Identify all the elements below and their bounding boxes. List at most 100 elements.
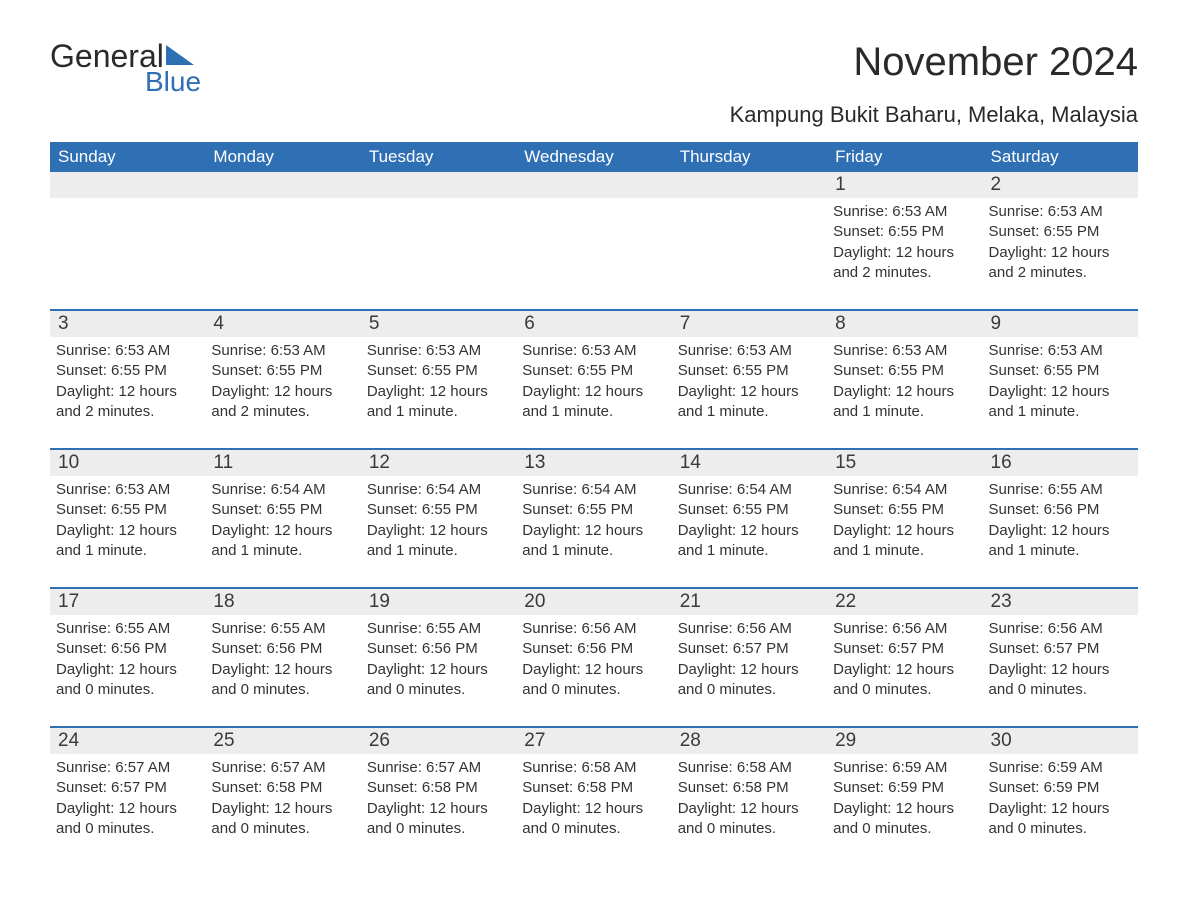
daylight-line: Daylight: 12 hours and 1 minute. xyxy=(56,521,199,562)
daylight-line: Daylight: 12 hours and 1 minute. xyxy=(833,521,976,562)
sunset-line: Sunset: 6:55 PM xyxy=(56,361,199,381)
sunrise-line: Sunrise: 6:59 AM xyxy=(989,758,1132,778)
sunrise-line: Sunrise: 6:57 AM xyxy=(211,758,354,778)
calendar-week-row: 17Sunrise: 6:55 AMSunset: 6:56 PMDayligh… xyxy=(50,587,1138,708)
day-number: 23 xyxy=(983,589,1138,615)
daylight-line: Daylight: 12 hours and 0 minutes. xyxy=(678,660,821,701)
day-details: Sunrise: 6:53 AMSunset: 6:55 PMDaylight:… xyxy=(516,337,671,422)
day-number: 26 xyxy=(361,728,516,754)
day-number: 25 xyxy=(205,728,360,754)
day-details: Sunrise: 6:54 AMSunset: 6:55 PMDaylight:… xyxy=(205,476,360,561)
calendar-day: 7 Sunrise: 6:53 AMSunset: 6:55 PMDaylight… xyxy=(672,311,827,430)
day-number: 5 xyxy=(361,311,516,337)
sunset-line: Sunset: 6:55 PM xyxy=(833,500,976,520)
day-details: Sunrise: 6:55 AMSunset: 6:56 PMDaylight:… xyxy=(50,615,205,700)
day-details: Sunrise: 6:57 AMSunset: 6:58 PMDaylight:… xyxy=(361,754,516,839)
daylight-line: Daylight: 12 hours and 0 minutes. xyxy=(367,799,510,840)
sunrise-line: Sunrise: 6:53 AM xyxy=(367,341,510,361)
sunset-line: Sunset: 6:56 PM xyxy=(211,639,354,659)
calendar-day: 16Sunrise: 6:55 AMSunset: 6:56 PMDayligh… xyxy=(983,450,1138,569)
day-details: Sunrise: 6:54 AMSunset: 6:55 PMDaylight:… xyxy=(361,476,516,561)
day-number: 8 xyxy=(827,311,982,337)
sunrise-line: Sunrise: 6:59 AM xyxy=(833,758,976,778)
sunrise-line: Sunrise: 6:53 AM xyxy=(678,341,821,361)
day-number: 3 xyxy=(50,311,205,337)
day-details: Sunrise: 6:59 AMSunset: 6:59 PMDaylight:… xyxy=(983,754,1138,839)
day-details: Sunrise: 6:56 AMSunset: 6:57 PMDaylight:… xyxy=(983,615,1138,700)
sunset-line: Sunset: 6:58 PM xyxy=(211,778,354,798)
sunset-line: Sunset: 6:57 PM xyxy=(678,639,821,659)
calendar-day: 14Sunrise: 6:54 AMSunset: 6:55 PMDayligh… xyxy=(672,450,827,569)
day-number: 30 xyxy=(983,728,1138,754)
day-details: Sunrise: 6:55 AMSunset: 6:56 PMDaylight:… xyxy=(983,476,1138,561)
day-number: 7 xyxy=(672,311,827,337)
day-number: 16 xyxy=(983,450,1138,476)
daylight-line: Daylight: 12 hours and 1 minute. xyxy=(678,382,821,423)
daylight-line: Daylight: 12 hours and 0 minutes. xyxy=(989,660,1132,701)
day-number xyxy=(361,172,516,198)
day-number: 13 xyxy=(516,450,671,476)
calendar-week-row: 24Sunrise: 6:57 AMSunset: 6:57 PMDayligh… xyxy=(50,726,1138,847)
weekday-header: Thursday xyxy=(672,142,827,172)
daylight-line: Daylight: 12 hours and 1 minute. xyxy=(522,382,665,423)
calendar-day: 2Sunrise: 6:53 AMSunset: 6:55 PMDaylight… xyxy=(983,172,1138,291)
sunset-line: Sunset: 6:58 PM xyxy=(678,778,821,798)
sunrise-line: Sunrise: 6:56 AM xyxy=(522,619,665,639)
day-number: 11 xyxy=(205,450,360,476)
daylight-line: Daylight: 12 hours and 0 minutes. xyxy=(833,799,976,840)
day-number: 10 xyxy=(50,450,205,476)
calendar-day: 26Sunrise: 6:57 AMSunset: 6:58 PMDayligh… xyxy=(361,728,516,847)
sunset-line: Sunset: 6:56 PM xyxy=(367,639,510,659)
calendar-day: 11Sunrise: 6:54 AMSunset: 6:55 PMDayligh… xyxy=(205,450,360,569)
calendar-day: 25Sunrise: 6:57 AMSunset: 6:58 PMDayligh… xyxy=(205,728,360,847)
sunrise-line: Sunrise: 6:54 AM xyxy=(522,480,665,500)
sunrise-line: Sunrise: 6:54 AM xyxy=(211,480,354,500)
day-details: Sunrise: 6:55 AMSunset: 6:56 PMDaylight:… xyxy=(205,615,360,700)
sunrise-line: Sunrise: 6:53 AM xyxy=(833,341,976,361)
sunrise-line: Sunrise: 6:53 AM xyxy=(56,480,199,500)
sunrise-line: Sunrise: 6:54 AM xyxy=(833,480,976,500)
sunrise-line: Sunrise: 6:53 AM xyxy=(989,341,1132,361)
calendar-day: 4Sunrise: 6:53 AMSunset: 6:55 PMDaylight… xyxy=(205,311,360,430)
sunset-line: Sunset: 6:55 PM xyxy=(989,222,1132,242)
weekday-header: Monday xyxy=(205,142,360,172)
daylight-line: Daylight: 12 hours and 0 minutes. xyxy=(833,660,976,701)
daylight-line: Daylight: 12 hours and 0 minutes. xyxy=(989,799,1132,840)
day-details: Sunrise: 6:59 AMSunset: 6:59 PMDaylight:… xyxy=(827,754,982,839)
day-details: Sunrise: 6:58 AMSunset: 6:58 PMDaylight:… xyxy=(672,754,827,839)
sunrise-line: Sunrise: 6:56 AM xyxy=(989,619,1132,639)
day-number: 19 xyxy=(361,589,516,615)
sunset-line: Sunset: 6:55 PM xyxy=(211,361,354,381)
daylight-line: Daylight: 12 hours and 1 minute. xyxy=(522,521,665,562)
weekday-header: Friday xyxy=(827,142,982,172)
sunrise-line: Sunrise: 6:53 AM xyxy=(522,341,665,361)
sunrise-line: Sunrise: 6:55 AM xyxy=(367,619,510,639)
daylight-line: Daylight: 12 hours and 2 minutes. xyxy=(989,243,1132,284)
sunset-line: Sunset: 6:59 PM xyxy=(833,778,976,798)
day-number: 22 xyxy=(827,589,982,615)
calendar-day-empty xyxy=(361,172,516,291)
day-number: 4 xyxy=(205,311,360,337)
sunrise-line: Sunrise: 6:58 AM xyxy=(522,758,665,778)
day-details: Sunrise: 6:54 AMSunset: 6:55 PMDaylight:… xyxy=(827,476,982,561)
sunset-line: Sunset: 6:55 PM xyxy=(678,361,821,381)
sunset-line: Sunset: 6:57 PM xyxy=(833,639,976,659)
sunset-line: Sunset: 6:58 PM xyxy=(367,778,510,798)
day-details: Sunrise: 6:58 AMSunset: 6:58 PMDaylight:… xyxy=(516,754,671,839)
day-details: Sunrise: 6:53 AMSunset: 6:55 PMDaylight:… xyxy=(205,337,360,422)
day-details: Sunrise: 6:55 AMSunset: 6:56 PMDaylight:… xyxy=(361,615,516,700)
calendar-day-empty xyxy=(516,172,671,291)
day-number xyxy=(50,172,205,198)
day-number: 17 xyxy=(50,589,205,615)
sunrise-line: Sunrise: 6:55 AM xyxy=(989,480,1132,500)
sunset-line: Sunset: 6:55 PM xyxy=(833,222,976,242)
daylight-line: Daylight: 12 hours and 1 minute. xyxy=(367,521,510,562)
daylight-line: Daylight: 12 hours and 2 minutes. xyxy=(211,382,354,423)
day-details: Sunrise: 6:53 AMSunset: 6:55 PMDaylight:… xyxy=(983,337,1138,422)
weekday-header: Saturday xyxy=(983,142,1138,172)
calendar-day: 12Sunrise: 6:54 AMSunset: 6:55 PMDayligh… xyxy=(361,450,516,569)
day-number: 12 xyxy=(361,450,516,476)
sunrise-line: Sunrise: 6:53 AM xyxy=(989,202,1132,222)
daylight-line: Daylight: 12 hours and 1 minute. xyxy=(989,382,1132,423)
calendar-week-row: 3Sunrise: 6:53 AMSunset: 6:55 PMDaylight… xyxy=(50,309,1138,430)
